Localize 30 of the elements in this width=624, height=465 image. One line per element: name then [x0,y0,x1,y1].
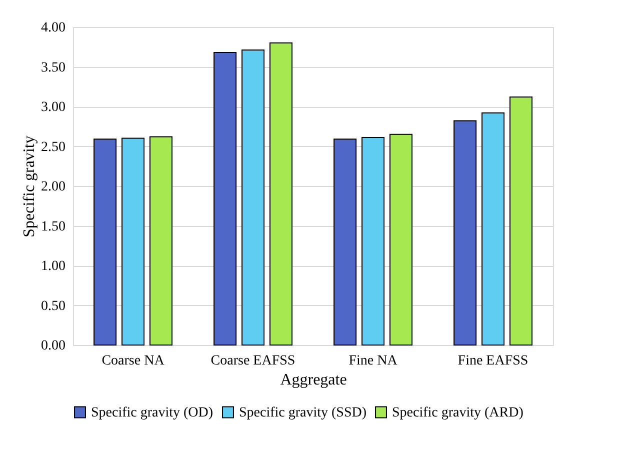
x-axis-title: Aggregate [280,372,347,388]
bar [269,42,292,346]
bar [242,50,264,346]
y-tick-label: 1.00 [41,259,66,274]
y-tick-label: 1.50 [41,219,66,234]
y-axis-title: Specific gravity [21,136,38,238]
bar [149,136,172,346]
bar [214,52,237,346]
y-tick-label: 2.50 [41,140,66,155]
bar [362,137,384,346]
x-tick-label: Coarse EAFSS [210,354,296,368]
legend-label: Specific gravity (SSD) [239,405,367,420]
bar [94,138,117,346]
y-tick-label: 2.00 [41,180,66,194]
y-tick-label: 3.00 [41,100,66,115]
y-tick-label: 4.00 [41,20,66,36]
y-tick-label: 0.50 [41,298,66,314]
x-tick-label: Fine EAFSS [458,354,528,368]
bar [454,120,477,346]
bar [122,138,144,346]
bar [482,112,504,346]
y-tick-label: 3.50 [41,60,66,76]
bar [334,138,357,346]
y-tick-label: 0.00 [41,338,66,354]
x-tick-label: Coarse NA [102,354,166,368]
bar [509,96,532,346]
x-tick-label: Fine NA [348,354,398,368]
legend-label: Specific gravity (ARD) [392,405,524,420]
bar [389,134,412,346]
legend-label: Specific gravity (OD) [91,405,214,420]
